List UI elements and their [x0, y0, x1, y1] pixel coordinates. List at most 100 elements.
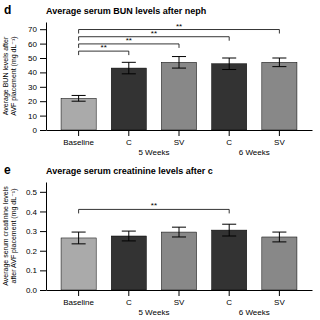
tick: SV	[174, 130, 185, 147]
significance-label: **	[101, 43, 107, 52]
error-cap	[122, 62, 136, 63]
tick-mark	[279, 130, 280, 136]
error-cap	[122, 240, 136, 241]
error-line	[128, 62, 129, 74]
tick-label: 30	[28, 83, 37, 92]
tick-label: 60	[28, 40, 37, 49]
y-axis-title-line: after AVF placement (mg dL⁻¹)	[10, 189, 18, 284]
significance-label: **	[151, 201, 157, 210]
tick-mark	[40, 72, 46, 73]
significance-label: **	[151, 29, 157, 38]
tick: C	[126, 130, 132, 147]
error-cap	[222, 224, 236, 225]
tick-label: 0.3	[26, 227, 38, 236]
bar	[111, 236, 146, 290]
error-line	[279, 58, 280, 67]
tick: 0.4	[26, 208, 46, 217]
plot-area	[61, 209, 297, 290]
tick-mark	[179, 130, 180, 136]
error-bar	[272, 58, 286, 67]
tick-mark	[279, 290, 280, 296]
error-cap	[172, 68, 186, 69]
bar	[161, 62, 196, 130]
bar	[61, 98, 96, 130]
panel: ********010203040506070BaselineCSVCSV5 W…	[2, 3, 313, 157]
tick-mark	[40, 58, 46, 59]
error-line	[179, 57, 180, 69]
error-bar	[272, 232, 286, 242]
tick: C	[126, 290, 132, 307]
error-bar	[172, 57, 186, 69]
tick-label: C	[126, 138, 132, 147]
tick-mark	[40, 270, 46, 271]
tick-label: SV	[274, 138, 285, 147]
bar	[212, 230, 247, 290]
error-bar	[172, 227, 186, 237]
error-bar	[222, 224, 236, 236]
tick: Baseline	[63, 130, 94, 147]
tick-label: 10	[28, 112, 37, 121]
tick-label: Baseline	[63, 138, 94, 147]
tick: SV	[274, 290, 285, 307]
y-axis-title-line: AVF placement (mg dL⁻¹)	[10, 36, 18, 115]
tick-mark	[40, 290, 46, 291]
error-cap	[72, 243, 86, 244]
tick-mark	[128, 290, 129, 296]
group-label: 6 Weeks	[239, 308, 270, 317]
tick-label: SV	[274, 298, 285, 307]
error-cap	[272, 241, 286, 242]
tick-label: 70	[28, 25, 37, 34]
bar	[61, 238, 96, 290]
panel-label: d	[4, 3, 11, 17]
tick: 10	[28, 112, 46, 121]
error-line	[78, 95, 79, 101]
tick-label: SV	[174, 138, 185, 147]
tick-mark	[40, 29, 46, 30]
y-axis-title: Average serum creatinine levelsafter AVF…	[2, 186, 18, 286]
error-cap	[172, 227, 186, 228]
tick-mark	[128, 130, 129, 136]
tick-mark	[179, 290, 180, 296]
panel-label: e	[4, 163, 11, 177]
tick: 0.3	[26, 227, 46, 236]
panel: **0.00.10.20.30.40.5BaselineCSVCSV5 Week…	[2, 163, 313, 317]
tick-label: SV	[174, 298, 185, 307]
tick: 0.5	[26, 188, 46, 197]
error-cap	[122, 73, 136, 74]
error-cap	[122, 231, 136, 232]
tick: 0.2	[26, 247, 46, 256]
group-label: 5 Weeks	[138, 148, 169, 157]
tick: SV	[274, 130, 285, 147]
significance-label: **	[126, 36, 132, 45]
tick-label: C	[226, 138, 232, 147]
error-cap	[222, 236, 236, 237]
tick-label: 0.4	[26, 208, 38, 217]
error-cap	[172, 56, 186, 57]
tick-label: C	[126, 298, 132, 307]
group-label: 5 Weeks	[138, 308, 169, 317]
plot-area	[61, 30, 297, 130]
error-bar	[122, 231, 136, 241]
error-bar	[122, 62, 136, 74]
error-bar	[72, 95, 86, 101]
error-line	[128, 231, 129, 241]
title: Average serum BUN levels after neph	[46, 6, 206, 16]
tick-mark	[40, 101, 46, 102]
tick-label: 0.2	[26, 247, 38, 256]
tick: 20	[28, 97, 46, 106]
error-cap	[172, 236, 186, 237]
tick-mark	[229, 290, 230, 296]
tick-mark	[40, 87, 46, 88]
bar	[111, 68, 146, 130]
bar	[161, 232, 196, 290]
tick: C	[226, 130, 232, 147]
error-cap	[222, 58, 236, 59]
error-bar	[222, 58, 236, 70]
significance-label: **	[176, 22, 182, 31]
tick-label: 0.1	[26, 266, 38, 275]
error-line	[179, 227, 180, 237]
error-bar	[72, 232, 86, 244]
tick: 30	[28, 83, 46, 92]
tick-mark	[40, 130, 46, 131]
error-line	[279, 232, 280, 242]
